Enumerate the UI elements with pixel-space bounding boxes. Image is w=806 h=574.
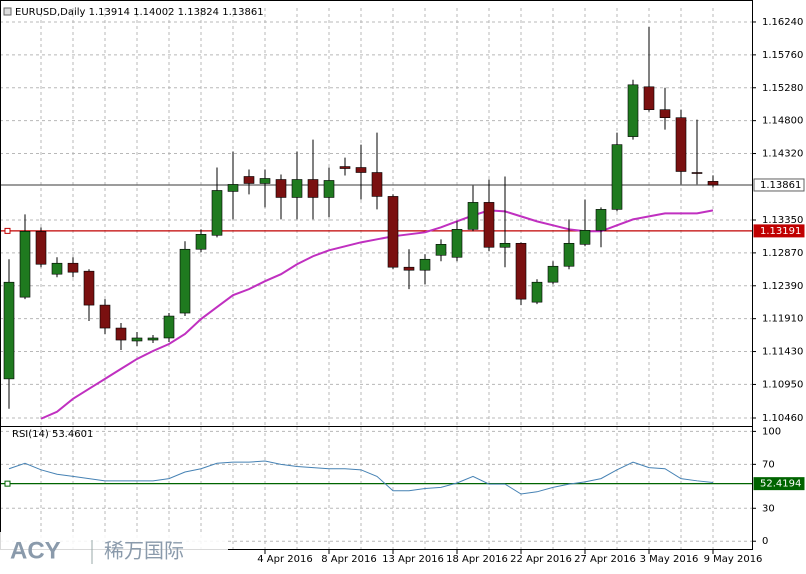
- y-tick-label: 0: [762, 536, 768, 547]
- candle-body: [467, 202, 479, 230]
- x-tick-label: 4 Apr 2016: [257, 554, 312, 565]
- candle-body: [499, 242, 511, 248]
- candle-body: [51, 262, 63, 275]
- level-marker: [4, 227, 11, 234]
- x-tick-label: 22 Apr 2016: [510, 554, 572, 565]
- y-tick-label: 1.16240: [762, 17, 803, 28]
- candle-body: [131, 337, 143, 342]
- x-tick-label: 18 Apr 2016: [446, 554, 508, 565]
- y-tick-label: 1.11430: [762, 347, 803, 358]
- watermark-name: 稀万国际: [104, 539, 184, 563]
- candle-body: [627, 84, 639, 137]
- candle-body: [163, 315, 175, 339]
- candle-body: [323, 180, 335, 198]
- candle-body: [195, 234, 207, 250]
- watermark-brand: ACY: [10, 537, 61, 564]
- candle-body: [291, 179, 303, 198]
- candle-body: [179, 248, 191, 314]
- y-tick-label: 1.10950: [762, 379, 803, 390]
- chart-title: EURUSD,Daily 1.13914 1.14002 1.13824 1.1…: [15, 7, 264, 18]
- candle-body: [243, 176, 255, 184]
- candle-body: [99, 304, 111, 329]
- plot-layer: 1.16240 1.15760 1.15280 1.14800 1.14320 1.133…: [0, 8, 805, 565]
- y-tick-label: 1.15280: [762, 83, 803, 94]
- watermark-box: [0, 532, 228, 574]
- candle-body: [419, 258, 431, 271]
- candle-body: [371, 172, 383, 197]
- level-label: 52.4194: [760, 479, 801, 490]
- candle-body: [563, 242, 575, 267]
- candle-body: [547, 265, 559, 283]
- candle-body: [275, 179, 287, 198]
- candle-body: [35, 230, 47, 265]
- candle-body: [691, 172, 703, 174]
- candle-body: [339, 166, 351, 169]
- symbol-icon: [3, 7, 12, 16]
- frame: [0, 0, 753, 550]
- candle-body: [483, 202, 495, 248]
- candle-body: [387, 196, 399, 268]
- candle-body: [643, 86, 655, 110]
- candle-body: [403, 266, 415, 271]
- candle-body: [355, 167, 367, 173]
- candle-body: [19, 230, 31, 298]
- candle-body: [147, 337, 159, 341]
- y-tick-label: 1.14320: [762, 149, 803, 160]
- y-tick-label: 1.11910: [762, 314, 803, 325]
- watermark: ACY 稀万国际: [0, 532, 228, 574]
- y-tick-label: 1.12390: [762, 281, 803, 292]
- y-tick-label: 30: [762, 503, 775, 514]
- x-tick-label: 27 Apr 2016: [574, 554, 636, 565]
- candle-body: [211, 190, 223, 236]
- level-label: 1.13191: [760, 226, 801, 237]
- y-tick-label: 1.15760: [762, 50, 803, 61]
- candle-body: [707, 181, 719, 186]
- candle-body: [675, 117, 687, 172]
- y-tick-label: 70: [762, 459, 775, 470]
- candle-body: [307, 179, 319, 198]
- x-tick-label: 13 Apr 2016: [382, 554, 444, 565]
- rsi-line: [8, 460, 714, 495]
- level-box: [753, 477, 805, 491]
- level-box: [753, 224, 805, 238]
- candle-body: [595, 209, 607, 231]
- level-label: 1.13861: [760, 180, 801, 191]
- x-tick-label: 3 May 2016: [640, 554, 699, 565]
- candle-body: [3, 281, 15, 380]
- candle-body: [659, 109, 671, 118]
- y-tick-label: 1.13350: [762, 215, 803, 226]
- y-tick-label: 1.12870: [762, 248, 803, 259]
- candle-body: [115, 327, 127, 341]
- candle-body: [611, 144, 623, 210]
- candle-body: [531, 281, 543, 303]
- candle-body: [227, 184, 239, 192]
- rsi-title: RSI(14) 53.4601: [12, 429, 93, 440]
- candle-body: [83, 270, 95, 306]
- x-tick-label: 9 May 2016: [704, 554, 763, 565]
- y-tick-label: 1.10460: [762, 413, 803, 424]
- y-tick-label: 1.14800: [762, 116, 803, 127]
- level-marker: [4, 480, 11, 487]
- candle-body: [435, 244, 447, 256]
- candle-body: [451, 229, 463, 258]
- candle-body: [67, 262, 79, 273]
- y-tick-label: 100: [762, 426, 781, 437]
- candle-body: [579, 230, 591, 245]
- candle-body: [259, 178, 271, 184]
- candle-body: [515, 242, 527, 300]
- x-tick-label: 8 Apr 2016: [321, 554, 376, 565]
- level-box: [753, 178, 805, 192]
